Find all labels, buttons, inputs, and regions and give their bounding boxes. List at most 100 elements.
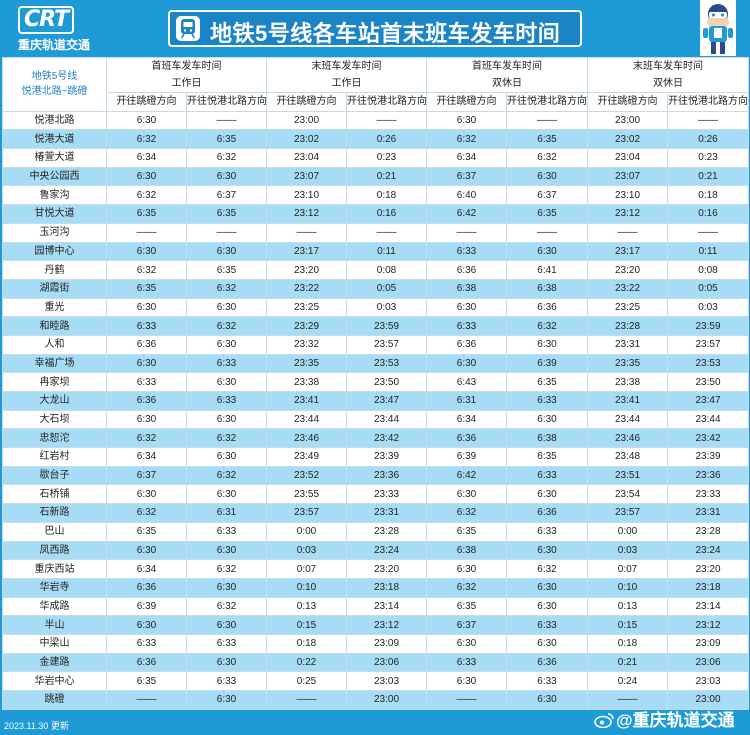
time-cell: —— [346, 222, 427, 243]
time-cell: 23:38 [266, 372, 347, 392]
time-cell: 0:13 [266, 596, 347, 617]
time-cell: 6:35 [506, 129, 588, 150]
table-row: 凤西路 6:30 6:30 0:03 23:24 6:38 6:30 0:03 23:24 [2, 540, 749, 561]
time-cell: 6:36 [106, 334, 187, 355]
time-cell: 6:30 [186, 372, 267, 392]
time-cell: 6:32 [186, 316, 267, 336]
line-name: 地铁5号线 [31, 71, 78, 83]
table-row: 石桥铺 6:30 6:30 23:55 23:33 6:30 6:30 23:54 23:33 [2, 484, 749, 505]
time-cell: 23:57 [346, 334, 427, 355]
time-cell: 23:44 [346, 409, 427, 430]
time-cell: 23:28 [667, 521, 749, 542]
time-cell: 23:10 [587, 185, 668, 206]
time-cell: 6:30 [506, 334, 588, 355]
time-cell: 23:18 [346, 577, 427, 598]
time-cell: 6:30 [506, 596, 588, 617]
time-cell: 6:33 [506, 521, 588, 542]
time-cell: 0:24 [587, 671, 668, 691]
time-cell: 6:32 [426, 129, 507, 150]
time-cell: 23:55 [266, 484, 347, 505]
table-row: 园博中心 6:30 6:30 23:17 0:11 6:33 6:30 23:17 0:11 [2, 241, 749, 262]
time-cell: 23:47 [667, 391, 749, 411]
station-name: 半山 [2, 615, 107, 635]
weibo-handle: @重庆轨道交通 [616, 711, 735, 730]
time-cell: 6:30 [506, 540, 588, 561]
table-row: 重光 6:30 6:30 23:25 0:03 6:30 6:36 23:25 0:03 [2, 297, 749, 318]
time-cell: 6:38 [426, 540, 507, 561]
time-cell: 0:13 [587, 596, 668, 617]
time-cell: 23:41 [587, 391, 668, 411]
time-cell: 6:34 [106, 447, 187, 467]
time-cell: 6:30 [186, 484, 267, 505]
station-name: 凤西路 [2, 540, 107, 561]
time-cell: 6:38 [506, 278, 588, 299]
time-cell: 6:36 [426, 428, 507, 449]
time-cell: 6:33 [106, 372, 187, 392]
time-cell: 6:34 [106, 148, 187, 168]
time-cell: 23:31 [587, 334, 668, 355]
time-cell: 23:25 [587, 297, 668, 318]
time-cell: 23:09 [667, 633, 749, 654]
time-cell: 0:11 [346, 241, 427, 262]
time-cell: 6:35 [506, 204, 588, 224]
time-cell: 23:59 [346, 316, 427, 336]
time-cell: 6:32 [186, 148, 267, 168]
time-cell: 6:40 [426, 185, 507, 206]
time-cell: 6:30 [426, 559, 507, 579]
time-cell: 6:30 [186, 166, 267, 187]
direction-header: 开往跳磴方向 [587, 92, 668, 112]
time-cell: 6:32 [106, 260, 187, 280]
time-cell: 23:51 [587, 465, 668, 486]
time-cell: 0:16 [667, 204, 749, 224]
time-cell: 23:53 [346, 353, 427, 374]
table-row: 冉家坝 6:33 6:30 23:38 23:50 6:43 6:35 23:38 23:50 [2, 372, 749, 392]
station-name: 石新路 [2, 503, 107, 523]
time-cell: 0:15 [587, 615, 668, 635]
station-name: 鲁家沟 [2, 185, 107, 206]
time-cell: 6:35 [106, 204, 187, 224]
time-cell: 23:00 [587, 110, 668, 131]
table-row: 悦港北路 6:30 —— 23:00 —— 6:30 —— 23:00 —— [2, 110, 749, 131]
group-header: 末班车发车时间 双休日 [587, 57, 749, 93]
station-name: 红岩村 [2, 447, 107, 467]
table-row: 华岩中心 6:35 6:33 0:25 23:03 6:30 6:33 0:24 23:03 [2, 671, 749, 691]
time-cell: 6:33 [506, 615, 588, 635]
weibo-icon [594, 712, 614, 729]
time-cell: 6:35 [426, 596, 507, 617]
time-cell: 6:30 [106, 353, 187, 374]
time-cell: 6:30 [106, 110, 187, 131]
time-cell: 23:33 [346, 484, 427, 505]
time-cell: 6:30 [106, 484, 187, 505]
time-cell: 23:36 [667, 465, 749, 486]
time-cell: 0:22 [266, 652, 347, 673]
table-row: 红岩村 6:34 6:30 23:49 23:39 6:39 6:35 23:48 23:39 [2, 447, 749, 467]
time-cell: 6:30 [426, 353, 507, 374]
time-cell: 23:20 [266, 260, 347, 280]
time-cell: 23:57 [587, 503, 668, 523]
table-row: 歇台子 6:37 6:32 23:52 23:36 6:42 6:33 23:51 23:36 [2, 465, 749, 486]
time-cell: 0:03 [587, 540, 668, 561]
time-cell: 6:30 [186, 652, 267, 673]
time-cell: 0:25 [266, 671, 347, 691]
time-cell: 6:30 [506, 633, 588, 654]
time-cell: 6:37 [426, 166, 507, 187]
time-cell: 6:30 [426, 484, 507, 505]
time-cell: 23:12 [587, 204, 668, 224]
time-cell: 6:33 [506, 465, 588, 486]
table-row: 重庆西站 6:34 6:32 0:07 23:20 6:30 6:32 0:07 23:20 [2, 559, 749, 579]
time-cell: 6:36 [506, 297, 588, 318]
direction-header: 开往悦港北路方向 [186, 92, 267, 112]
time-cell: 6:38 [506, 428, 588, 449]
time-cell: 0:23 [346, 148, 427, 168]
station-name: 丹鹤 [2, 260, 107, 280]
time-cell: 6:30 [106, 615, 187, 635]
time-cell: 6:30 [426, 110, 507, 131]
table-row: 人和 6:36 6:30 23:32 23:57 6:36 6:30 23:31 23:57 [2, 334, 749, 355]
time-cell: 0:15 [266, 615, 347, 635]
table-row: 华成路 6:39 6:32 0:13 23:14 6:35 6:30 0:13 23:14 [2, 596, 749, 617]
direction-header: 开往悦港北路方向 [506, 92, 588, 112]
table-row: 巴山 6:35 6:33 0:00 23:28 6:35 6:33 0:00 23:28 [2, 521, 749, 542]
station-name: 巴山 [2, 521, 107, 542]
time-cell: 23:17 [587, 241, 668, 262]
time-cell: 0:10 [587, 577, 668, 598]
